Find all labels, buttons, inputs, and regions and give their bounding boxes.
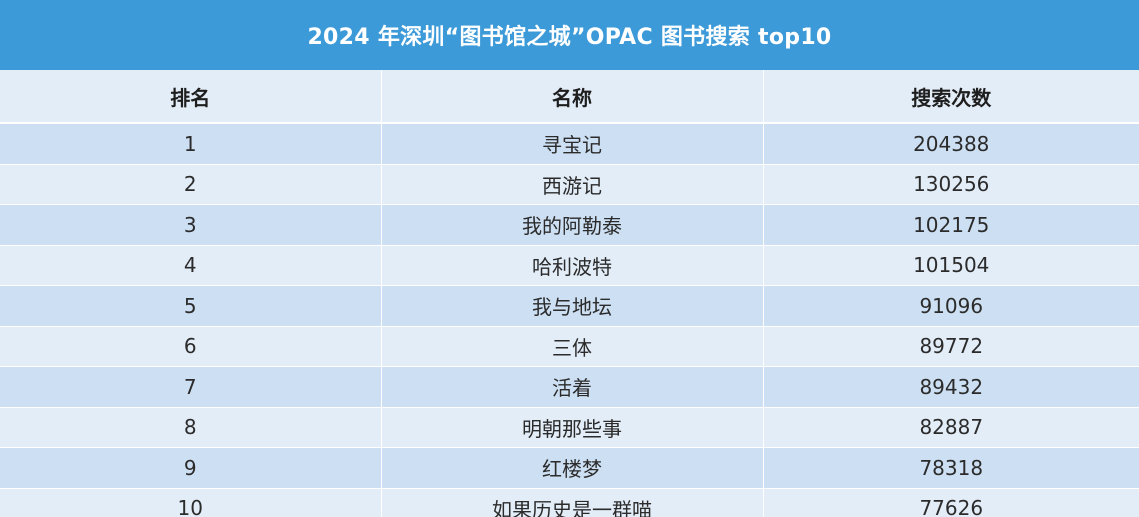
table-row: 6 三体 89772 [0,325,1139,367]
cell-rank: 8 [0,406,382,448]
cell-name: 明朝那些事 [381,406,764,448]
cell-name: 如果历史是一群喵 [381,487,764,517]
table-row: 5 我与地坛 91096 [0,285,1139,326]
cell-name: 寻宝记 [381,122,764,164]
cell-name: 红楼梦 [381,447,764,488]
table-row: 2 西游记 130256 [0,163,1139,205]
table-row: 1 寻宝记 204388 [0,122,1139,164]
column-header-name: 名称 [381,70,764,124]
ranking-table: 排名 名称 搜索次数 1 寻宝记 204388 2 西游记 130256 3 我… [0,70,1139,517]
cell-count: 102175 [763,204,1139,245]
cell-count: 89432 [763,366,1139,407]
cell-name: 活着 [381,366,764,407]
cell-rank: 5 [0,285,382,326]
cell-count: 204388 [763,122,1139,164]
table-title: 2024 年深圳“图书馆之城”OPAC 图书搜索 top10 [0,0,1139,70]
cell-name: 哈利波特 [381,244,764,286]
cell-count: 130256 [763,163,1139,205]
cell-rank: 10 [0,487,382,517]
table-row: 7 活着 89432 [0,366,1139,407]
cell-count: 82887 [763,406,1139,448]
cell-rank: 3 [0,204,382,245]
table-row: 3 我的阿勒泰 102175 [0,204,1139,245]
cell-rank: 6 [0,325,382,367]
table-row: 9 红楼梦 78318 [0,447,1139,488]
table-row: 4 哈利波特 101504 [0,244,1139,286]
cell-rank: 7 [0,366,382,407]
cell-count: 89772 [763,325,1139,367]
cell-rank: 1 [0,122,382,164]
cell-rank: 9 [0,447,382,488]
table-header-row: 排名 名称 搜索次数 [0,70,1139,124]
cell-count: 101504 [763,244,1139,286]
cell-rank: 2 [0,163,382,205]
cell-name: 西游记 [381,163,764,205]
cell-count: 78318 [763,447,1139,488]
cell-rank: 4 [0,244,382,286]
cell-count: 77626 [763,487,1139,517]
column-header-rank: 排名 [0,70,382,124]
cell-name: 三体 [381,325,764,367]
table-row: 10 如果历史是一群喵 77626 [0,487,1139,517]
table-row: 8 明朝那些事 82887 [0,406,1139,448]
cell-name: 我的阿勒泰 [381,204,764,245]
cell-name: 我与地坛 [381,285,764,326]
table-body: 1 寻宝记 204388 2 西游记 130256 3 我的阿勒泰 102175… [0,122,1139,517]
column-header-count: 搜索次数 [763,70,1139,124]
cell-count: 91096 [763,285,1139,326]
